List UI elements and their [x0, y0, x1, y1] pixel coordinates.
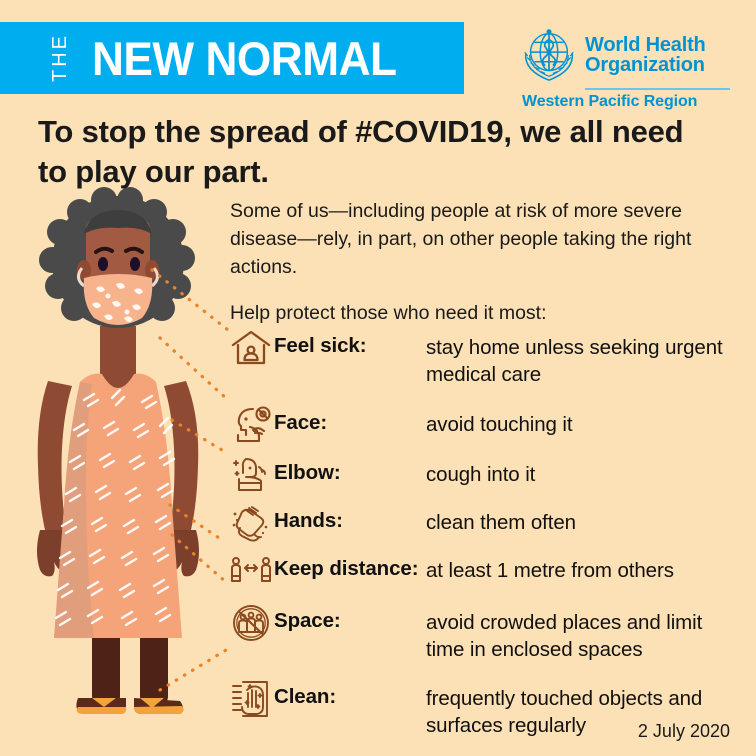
tip-label: Clean:: [274, 685, 337, 708]
tip-text: clean them often: [426, 510, 576, 534]
page-title: NEW NORMAL: [92, 31, 397, 85]
physical-distance-icon: [228, 549, 274, 595]
tip-label: Hands:: [274, 508, 343, 532]
list-item: Elbow: cough into it: [228, 453, 738, 499]
header: THE NEW NORMAL: [0, 22, 756, 110]
who-region-label: Western Pacific Region: [522, 93, 698, 110]
list-item: Keep distance: at least 1 metre from oth…: [228, 549, 738, 595]
list-item: Clean: frequently touched objects and su…: [228, 677, 738, 740]
no-face-touch-icon: [228, 403, 274, 449]
body-subhead: Help protect those who need it most:: [230, 301, 547, 324]
tip-text: frequently touched objects and surfaces …: [426, 687, 703, 738]
body-copy: Some of us—including people at risk of m…: [230, 198, 700, 328]
the-label: THE: [49, 33, 71, 82]
title-banner: THE NEW NORMAL: [0, 22, 464, 94]
tip-label: Space:: [274, 608, 341, 632]
woman-wearing-mask-illustration: [8, 186, 248, 726]
tip-text: stay home unless seeking urgent medical …: [426, 336, 723, 387]
headline: To stop the spread of #COVID19, we all n…: [38, 114, 684, 189]
tip-label: Elbow:: [274, 460, 341, 484]
tip-text: cough into it: [426, 462, 536, 486]
tip-text: at least 1 metre from others: [426, 558, 674, 582]
list-item: Face: avoid touching it: [228, 403, 738, 449]
house-person-icon: [228, 326, 274, 372]
tip-label: Keep distance:: [274, 556, 419, 580]
who-logo: World Health Organization Western Pacifi…: [518, 24, 730, 111]
who-line2: Organization: [585, 54, 705, 76]
wash-hands-icon: [228, 501, 274, 547]
cough-elbow-icon: [228, 453, 274, 499]
tip-label: Face:: [274, 410, 328, 434]
tips-list: Feel sick: stay home unless seeking urge…: [228, 326, 738, 746]
who-divider: [585, 88, 730, 90]
date-stamp: 2 July 2020: [637, 721, 730, 741]
tip-text: avoid touching it: [426, 412, 573, 436]
list-item: Hands: clean them often: [228, 501, 738, 547]
clean-surface-icon: [228, 677, 274, 723]
tip-text: avoid crowded places and limit time in e…: [426, 610, 703, 661]
who-line1: World Health: [585, 33, 706, 56]
body-lead: Some of us—including people at risk of m…: [230, 200, 692, 278]
tip-label: Feel sick:: [274, 334, 367, 357]
no-crowd-icon: [228, 601, 274, 647]
who-emblem-icon: [524, 29, 574, 82]
list-item: Feel sick: stay home unless seeking urge…: [228, 326, 738, 389]
list-item: Space: avoid crowded places and limit ti…: [228, 601, 738, 664]
